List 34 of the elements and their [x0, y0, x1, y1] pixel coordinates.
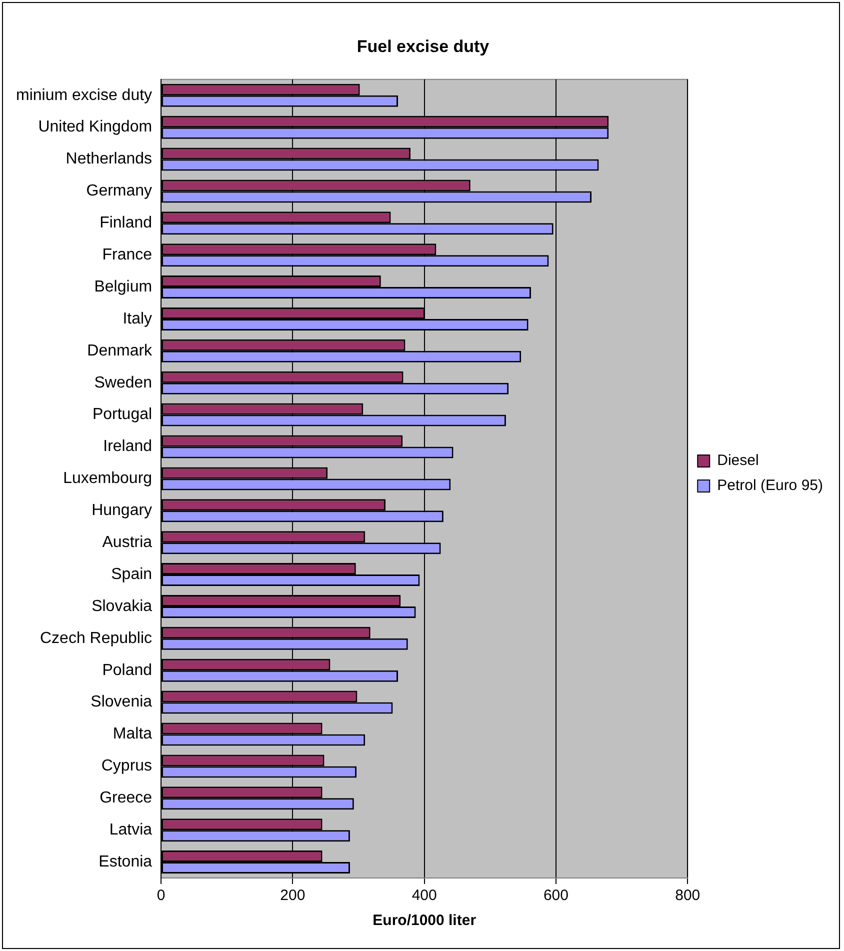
y-tick-label: Estonia	[98, 853, 152, 870]
y-tick-label: Slovakia	[92, 598, 152, 615]
y-tick-label: Belgium	[94, 278, 152, 296]
y-tick-label: Malta	[112, 726, 152, 743]
x-tick-label: 200	[280, 887, 306, 904]
x-tick-label: 400	[412, 887, 437, 904]
y-tick-label: Italy	[122, 310, 152, 328]
x-tick-label: 600	[543, 887, 568, 904]
y-tick-label: Denmark	[87, 342, 154, 360]
legend-label: Diesel	[717, 452, 759, 470]
x-tick-label: 800	[675, 887, 700, 904]
y-tick-label: United Kingdom	[38, 118, 152, 136]
y-tick-label: Hungary	[92, 502, 152, 520]
y-tick-label: Greece	[100, 790, 152, 807]
y-tick-label: Spain	[111, 566, 152, 583]
chart-title: Fuel excise duty	[356, 36, 490, 56]
y-tick-label: Latvia	[109, 821, 152, 838]
y-tick-label: Poland	[102, 662, 152, 679]
y-tick-label: Cyprus	[101, 758, 152, 775]
x-axis-title: Euro/1000 liter	[372, 912, 476, 930]
y-tick-label: Slovenia	[90, 694, 152, 711]
y-tick-label: Austria	[102, 534, 152, 551]
x-tick-label: 0	[156, 887, 166, 904]
y-tick-label: minium excise duty	[16, 86, 152, 104]
y-tick-label: Sweden	[94, 374, 152, 392]
y-tick-label: Portugal	[92, 406, 152, 424]
y-tick-label: Czech Republic	[40, 630, 152, 647]
y-tick-label: Luxembourg	[63, 470, 152, 488]
y-tick-label: France	[102, 246, 152, 264]
y-tick-label: Finland	[100, 214, 152, 232]
y-tick-label: Netherlands	[66, 150, 152, 168]
legend-label: Petrol (Euro 95)	[717, 477, 824, 494]
y-tick-label: Germany	[86, 182, 152, 200]
y-tick-label: Ireland	[103, 438, 152, 456]
